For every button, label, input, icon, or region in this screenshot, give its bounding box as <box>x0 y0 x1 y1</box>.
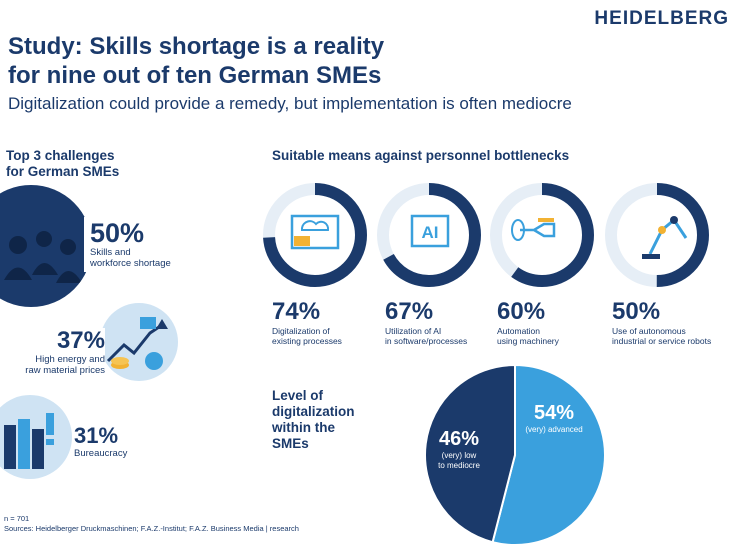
page-subtitle: Digitalization could provide a remedy, b… <box>8 94 572 113</box>
means-3-caption: 60% Automation using machinery <box>497 298 559 346</box>
pie-title-line-1: Level of <box>272 388 324 403</box>
means-4-text-1: Use of autonomous <box>612 326 686 336</box>
pie-title-line-2: digitalization <box>272 404 355 419</box>
pie-slice-1 <box>491 363 607 546</box>
rising-prices-icon <box>100 303 178 381</box>
pie-low-text-2: to mediocre <box>438 460 480 470</box>
pie-title-line-3: within the <box>272 420 335 435</box>
challenge-1-label: 50% Skills and workforce shortage <box>84 217 177 272</box>
challenge-1-text-1: Skills and <box>90 247 131 258</box>
challenge-3-text-1: Bureaucracy <box>74 448 128 459</box>
file-folders-icon <box>0 395 72 479</box>
left-title-line-2: for German SMEs <box>6 164 120 179</box>
means-1-text-2: existing processes <box>272 336 342 346</box>
challenge-2-label: 37% High energy and raw material prices <box>5 328 105 376</box>
means-3-text-1: Automation <box>497 326 540 336</box>
donut-arc-4 <box>605 183 709 287</box>
means-4-value: 50% <box>612 298 661 325</box>
means-4-text-2: industrial or service robots <box>612 336 712 346</box>
right-section-title: Suitable means against personnel bottlen… <box>272 148 570 163</box>
left-section-title: Top 3 challenges for German SMEs <box>6 148 146 180</box>
challenge-1-value: 50% <box>90 218 145 248</box>
pie-low-value: 46% <box>438 428 480 450</box>
means-2-text-1: Utilization of AI <box>385 326 442 336</box>
pie-low-text-1: (very) low <box>441 451 477 460</box>
means-2-text-2: in software/processes <box>385 336 468 346</box>
machine-icon <box>511 218 556 241</box>
left-title-line-1: Top 3 challenges <box>6 148 115 163</box>
pie-title: Level of digitalization within the SMEs <box>272 388 355 452</box>
title-line-2: for nine out of ten German SMEs <box>8 62 382 89</box>
heidelberg-logo: HEIDELBERG <box>594 8 729 29</box>
means-3-value: 60% <box>497 298 546 325</box>
workers-icon <box>0 185 92 307</box>
pie-title-line-4: SMEs <box>272 436 309 451</box>
sources-note: Sources: Heidelberger Druckmaschinen; F.… <box>4 524 299 533</box>
means-4-caption: 50% Use of autonomous industrial or serv… <box>612 298 711 346</box>
challenge-2-text-1: High energy and <box>35 354 105 365</box>
means-2-value: 67% <box>385 298 434 325</box>
ai-chip-icon: AI <box>410 214 450 248</box>
robot-arm-icon <box>642 216 688 259</box>
means-1-value: 74% <box>272 298 321 325</box>
challenge-2-text-2: raw material prices <box>25 365 105 376</box>
donut-arc-1 <box>263 183 367 287</box>
pie-slice-low-label: 46% (very) low to mediocre <box>428 428 490 470</box>
sample-size: n = 701 <box>4 514 30 523</box>
title-line-1: Study: Skills shortage is a reality <box>8 33 385 60</box>
digitalization-pie <box>424 363 607 546</box>
means-1-caption: 74% Digitalization of existing processes <box>272 298 342 346</box>
challenge-2-value: 37% <box>56 327 105 354</box>
monitor-cloud-icon <box>290 214 340 250</box>
challenge-3-label: 31% Bureaucracy <box>74 423 128 460</box>
svg-text:AI: AI <box>422 223 439 242</box>
challenge-1-text-2: workforce shortage <box>90 258 171 269</box>
pie-high-text-1: (very) advanced <box>525 425 583 434</box>
means-3-text-2: using machinery <box>497 336 559 346</box>
means-2-caption: 67% Utilization of AI in software/proces… <box>385 298 467 346</box>
donut-arc-2 <box>377 183 481 287</box>
page-title: Study: Skills shortage is a reality for … <box>8 32 384 90</box>
means-1-text-1: Digitalization of <box>272 326 330 336</box>
donut-arc-3 <box>490 183 594 287</box>
pie-slice-2 <box>424 363 516 544</box>
pie-slice-high-label: 54% (very) advanced <box>514 402 594 435</box>
challenge-3-value: 31% <box>74 423 119 448</box>
donut-charts: AI <box>263 183 709 287</box>
pie-high-value: 54% <box>533 402 575 424</box>
